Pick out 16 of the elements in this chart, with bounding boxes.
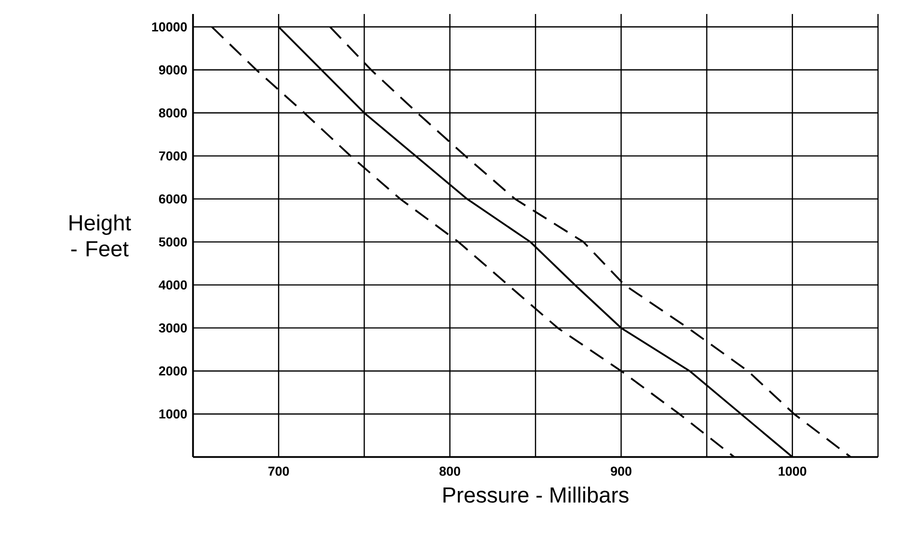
x-tick-label: 800 [439,466,460,476]
y-tick-label: 6000 [159,194,187,204]
y-tick-label: 2000 [159,366,187,376]
x-tick-label: 700 [268,466,289,476]
y-tick-label: 9000 [159,65,187,74]
y-tick-label: 4000 [158,280,187,290]
y-tick-label: 5000 [158,237,187,247]
y-tick-label: 1000 [159,409,187,419]
x-tick-label: 1000 [778,466,806,476]
y-tick-label: 3000 [158,323,187,333]
y-tick-label: 7000 [159,151,187,160]
y-tick-label: 8000 [158,108,187,118]
y-tick-label: 10000 [152,22,187,32]
y-axis-title: Height - Feet [70,214,132,256]
x-axis-title: Pressure - Millibars [444,486,628,503]
x-tick-label: 900 [610,466,632,476]
